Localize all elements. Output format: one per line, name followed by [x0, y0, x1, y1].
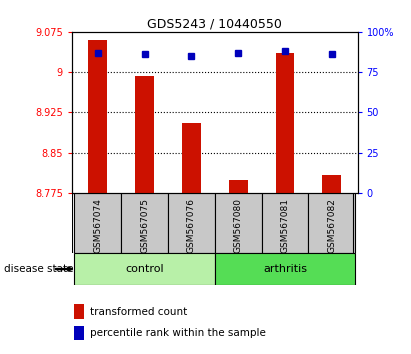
Text: GSM567080: GSM567080	[234, 198, 242, 253]
Bar	[121, 193, 168, 253]
Title: GDS5243 / 10440550: GDS5243 / 10440550	[147, 18, 282, 31]
Text: disease state: disease state	[4, 264, 74, 274]
Bar	[182, 123, 201, 193]
Bar	[74, 193, 121, 253]
Text: arthritis: arthritis	[263, 264, 307, 274]
Bar	[135, 76, 154, 193]
Bar	[168, 193, 215, 253]
Bar	[229, 179, 247, 193]
Bar	[323, 175, 341, 193]
Text: GSM567074: GSM567074	[93, 198, 102, 253]
Text: transformed count: transformed count	[90, 307, 188, 316]
Bar	[261, 193, 308, 253]
Text: GSM567082: GSM567082	[327, 198, 336, 253]
Text: GSM567075: GSM567075	[140, 198, 149, 253]
Bar	[276, 53, 294, 193]
Text: GSM567081: GSM567081	[280, 198, 289, 253]
Bar	[215, 253, 355, 285]
Text: percentile rank within the sample: percentile rank within the sample	[90, 328, 266, 338]
Text: control: control	[125, 264, 164, 274]
Bar	[88, 40, 107, 193]
Bar	[308, 193, 355, 253]
Bar	[215, 193, 261, 253]
Text: GSM567076: GSM567076	[187, 198, 196, 253]
Bar	[74, 253, 215, 285]
